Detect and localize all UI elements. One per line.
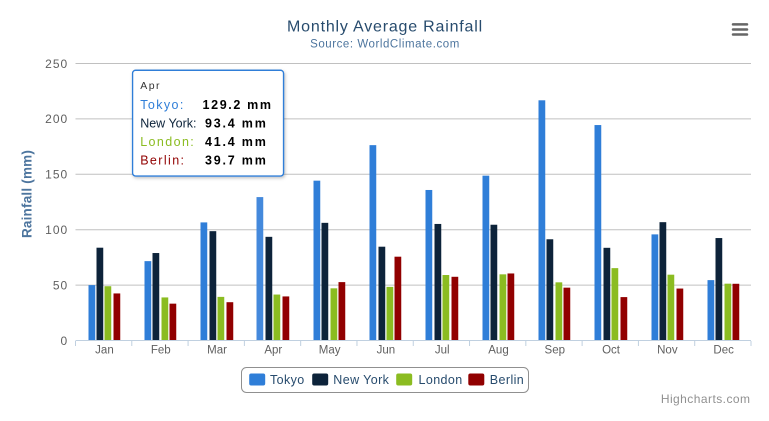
svg-text:Source: WorldClimate.com: Source: WorldClimate.com [310,39,460,51]
svg-text:Aug: Aug [488,345,508,357]
svg-text:New York: New York [333,373,389,387]
svg-text:Oct: Oct [602,345,621,357]
svg-text:Rainfall (mm): Rainfall (mm) [20,150,35,238]
svg-text:Tokyo:: Tokyo: [140,98,185,112]
svg-text:50: 50 [53,278,68,292]
svg-text:200: 200 [45,112,68,126]
svg-text:Sep: Sep [545,345,565,357]
svg-text:Jul: Jul [435,345,450,357]
svg-text:150: 150 [45,168,68,182]
svg-text:39.7 mm: 39.7 mm [205,153,268,167]
svg-text:London:: London: [140,135,195,149]
svg-text:Apr: Apr [140,80,161,92]
svg-text:Jan: Jan [95,345,114,357]
svg-text:London: London [419,373,463,387]
svg-text:Jun: Jun [377,345,396,357]
svg-text:129.2 mm: 129.2 mm [203,98,273,112]
svg-text:Highcharts.com: Highcharts.com [661,392,751,406]
svg-text:May: May [319,345,341,357]
svg-text:Nov: Nov [657,345,678,357]
svg-text:Mar: Mar [207,345,227,357]
svg-text:Feb: Feb [151,345,171,357]
svg-text:0: 0 [61,334,69,348]
svg-text:Berlin:: Berlin: [140,153,185,167]
svg-text:250: 250 [45,57,68,71]
svg-text:New York:: New York: [140,116,196,130]
svg-text:93.4 mm: 93.4 mm [205,116,268,130]
svg-text:Berlin: Berlin [490,373,524,387]
svg-text:41.4 mm: 41.4 mm [205,135,268,149]
svg-text:Dec: Dec [713,345,734,357]
svg-text:100: 100 [45,223,68,237]
svg-text:Tokyo: Tokyo [270,373,305,387]
svg-text:Monthly Average Rainfall: Monthly Average Rainfall [287,19,483,36]
svg-text:Apr: Apr [264,345,282,357]
